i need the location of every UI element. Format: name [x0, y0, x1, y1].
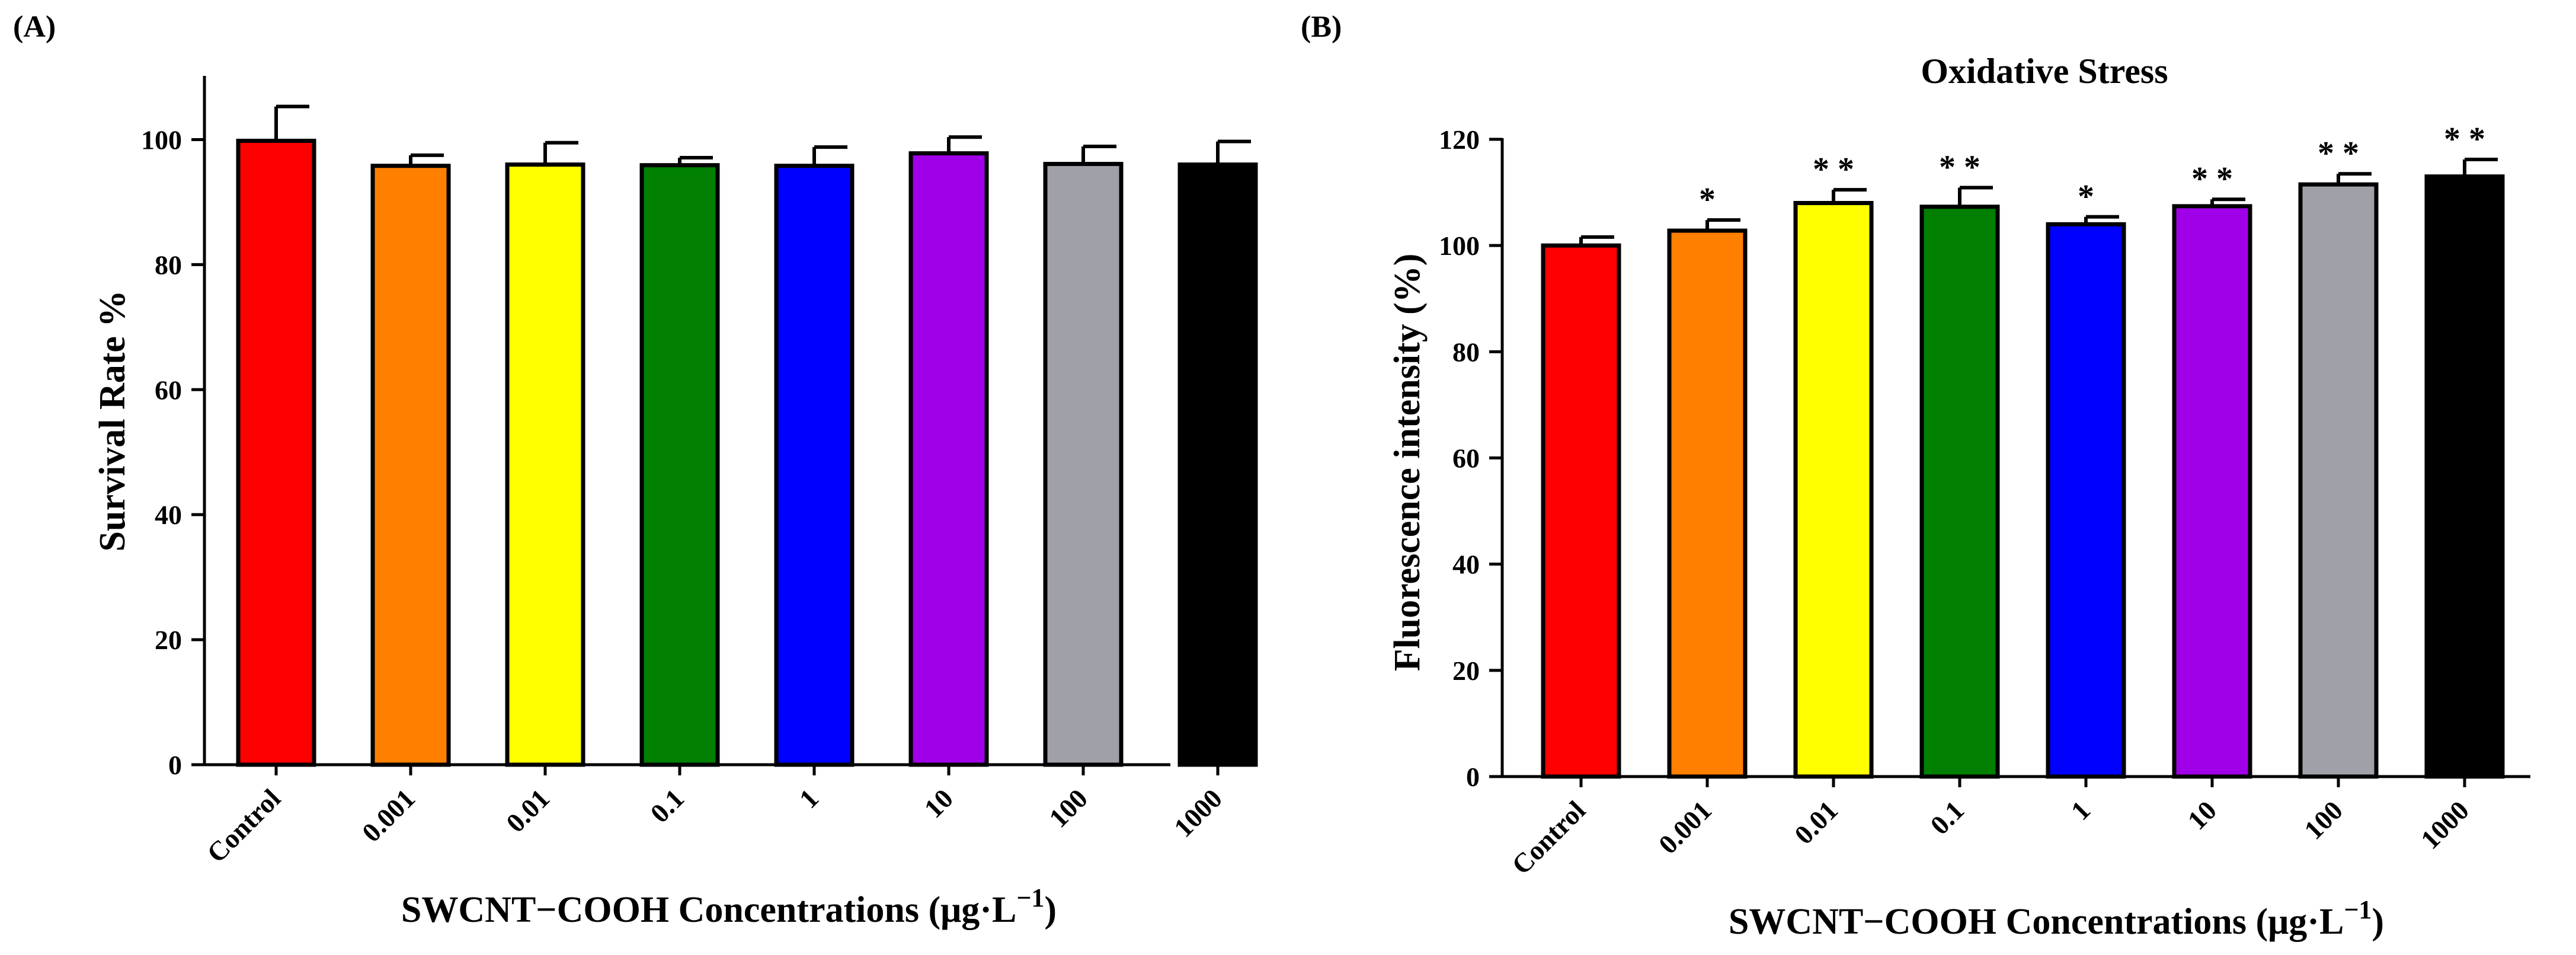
- x-tick-label: 1000: [2415, 795, 2475, 855]
- bar-Control: [1541, 243, 1621, 779]
- x-axis-title-close: ): [1044, 890, 1057, 930]
- y-tick-label: 80: [1452, 337, 1480, 367]
- significance-marker: * *: [2318, 135, 2359, 172]
- x-tick-label: 1: [2065, 795, 2096, 826]
- x-tick-label: 10: [918, 783, 959, 824]
- y-tick-label: 120: [1439, 124, 1480, 155]
- x-tick-label: Control: [201, 783, 286, 868]
- bar-10: [908, 151, 989, 767]
- panel-label: (A): [13, 10, 56, 44]
- bar-0.001: [1667, 228, 1748, 779]
- y-tick-label: 20: [1452, 656, 1480, 686]
- x-axis-title: SWCNT−COOH Concentrations (μg·L−1): [401, 883, 1057, 930]
- bar-Control: [236, 139, 316, 767]
- bar-0.001: [370, 164, 451, 767]
- bar-1: [2046, 222, 2126, 779]
- chart-panel-a: (A) 0 20 40 60 80 100 Control 0.001 0.01 0.1 1 10 100…: [13, 10, 1258, 930]
- y-tick-label: 40: [1452, 550, 1480, 580]
- x-tick-label: 0.01: [500, 783, 555, 838]
- y-tick-label: 100: [1439, 231, 1480, 261]
- chart-panel-b: (B) Oxidative Stress 0 20 40 60 80 100 120 Contro…: [1301, 10, 2530, 942]
- bar-0.01: [505, 162, 585, 767]
- x-axis-title-main: SWCNT−COOH Concentrations (μg·L: [1729, 902, 2344, 942]
- x-axis-title-superscript: −1: [2344, 895, 2372, 924]
- x-tick-label: 100: [1043, 783, 1093, 833]
- y-tick-label: 60: [1452, 443, 1480, 474]
- significance-marker: * *: [2191, 161, 2233, 197]
- chart-title: Oxidative Stress: [1921, 52, 2168, 91]
- bar-1000: [2424, 174, 2505, 779]
- x-tick-label: 0.001: [1653, 795, 1717, 860]
- x-tick-label: 1000: [1168, 783, 1228, 843]
- y-tick-label: 40: [155, 500, 182, 530]
- bar-10: [2172, 204, 2252, 779]
- significance-marker: * *: [2444, 121, 2485, 158]
- bar-0.1: [639, 163, 720, 767]
- panel-label: (B): [1301, 10, 1342, 44]
- bar-0.1: [1919, 205, 2000, 779]
- x-tick-label: 0.001: [356, 783, 421, 848]
- bar-1000: [1177, 162, 1258, 767]
- x-tick-label: 0.1: [1924, 795, 1970, 841]
- bar-1: [774, 164, 855, 767]
- x-tick-label: 100: [2298, 795, 2348, 845]
- x-tick-label: 10: [2181, 795, 2222, 836]
- y-axis-title: Survival Rate %: [92, 290, 133, 552]
- y-tick-label: 0: [1466, 762, 1480, 792]
- y-tick-label: 60: [155, 375, 182, 405]
- significance-marker: * *: [1813, 151, 1854, 188]
- x-tick-label: 0.01: [1788, 795, 1844, 850]
- significance-marker: * *: [1939, 149, 1980, 186]
- significance-marker: *: [1699, 181, 1716, 218]
- bar-100: [2298, 182, 2379, 779]
- bar-0.01: [1793, 201, 1874, 779]
- y-tick-label: 80: [155, 250, 182, 280]
- y-axis-title: Fluorescence intensity (%): [1387, 254, 1428, 672]
- bar-100: [1043, 162, 1124, 767]
- x-axis-title-superscript: −1: [1016, 883, 1044, 912]
- x-axis-title-main: SWCNT−COOH Concentrations (μg·L: [401, 890, 1016, 930]
- y-tick-label: 0: [168, 750, 182, 780]
- y-tick-label: 100: [141, 124, 182, 155]
- x-tick-label: 1: [793, 783, 824, 814]
- x-axis-title: SWCNT−COOH Concentrations (μg·L−1): [1729, 895, 2384, 942]
- x-axis-title-close: ): [2372, 902, 2384, 942]
- significance-marker: *: [2078, 178, 2094, 215]
- x-tick-label: 0.1: [644, 783, 690, 829]
- x-tick-label: Control: [1506, 795, 1591, 880]
- y-tick-label: 20: [155, 625, 182, 655]
